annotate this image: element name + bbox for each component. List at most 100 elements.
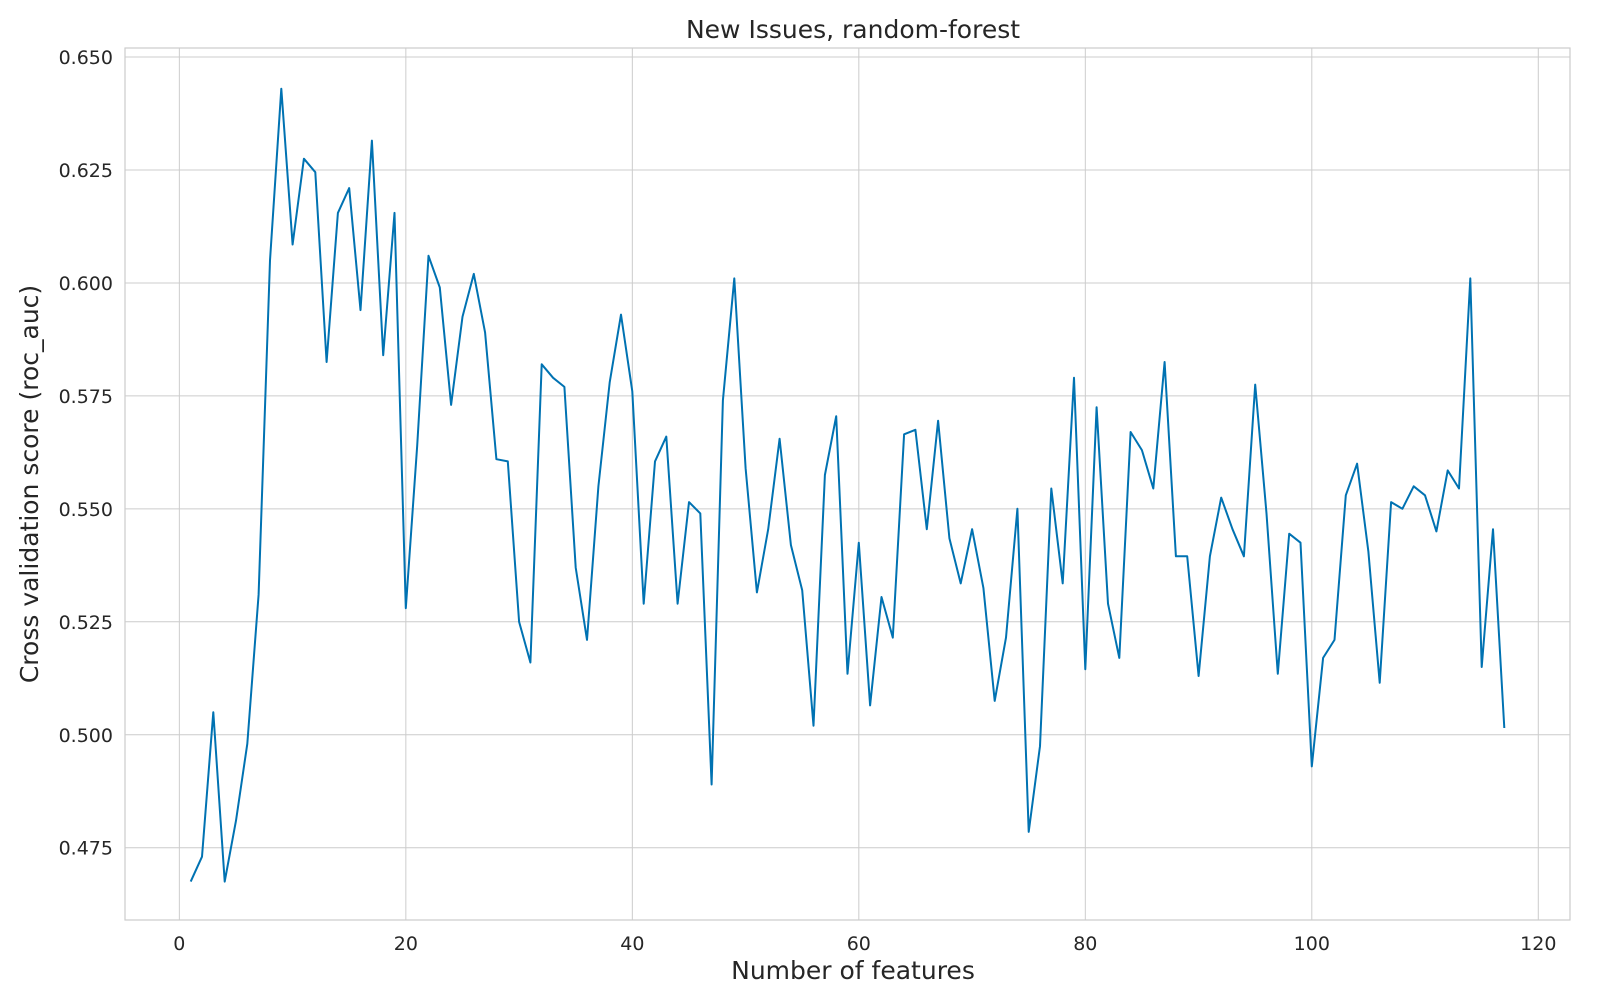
data-point: [1492, 528, 1494, 530]
data-point: [1379, 682, 1381, 684]
data-point: [258, 594, 260, 596]
data-point: [869, 704, 871, 706]
data-point: [586, 639, 588, 641]
data-point: [631, 390, 633, 392]
data-point: [280, 88, 282, 90]
x-tick-label: 80: [1073, 933, 1097, 955]
data-point: [914, 429, 916, 431]
data-point: [314, 171, 316, 173]
data-point: [767, 528, 769, 530]
data-point: [507, 460, 509, 462]
data-point: [462, 316, 464, 318]
data-point: [858, 542, 860, 544]
data-point: [1435, 530, 1437, 532]
data-point: [1198, 675, 1200, 677]
data-point: [337, 212, 339, 214]
data-point: [779, 438, 781, 440]
data-point: [1288, 533, 1290, 535]
data-point: [1424, 494, 1426, 496]
data-point: [394, 212, 396, 214]
data-point: [620, 314, 622, 316]
data-point: [745, 467, 747, 469]
data-point: [541, 363, 543, 365]
data-point: [224, 881, 226, 883]
data-point: [371, 140, 373, 142]
data-point: [733, 277, 735, 279]
data-point: [484, 332, 486, 334]
data-point: [982, 587, 984, 589]
data-point: [405, 607, 407, 609]
data-point: [292, 244, 294, 246]
data-point: [1413, 485, 1415, 487]
y-tick-label: 0.475: [59, 838, 113, 860]
data-point: [1367, 551, 1369, 553]
x-tick-label: 20: [394, 933, 418, 955]
y-axis-title: Cross validation score (roc_auc): [15, 285, 44, 683]
data-point: [643, 603, 645, 605]
data-point: [847, 673, 849, 675]
data-point: [1084, 668, 1086, 670]
series-line: [189, 87, 1506, 883]
chart-title: New Issues, random-forest: [686, 15, 1020, 44]
data-point: [1503, 727, 1505, 729]
data-point: [937, 420, 939, 422]
y-tick-label: 0.525: [59, 612, 113, 634]
data-point: [835, 415, 837, 417]
data-point: [348, 187, 350, 189]
x-tick-label: 100: [1294, 933, 1330, 955]
data-point: [1096, 406, 1098, 408]
data-point: [1016, 508, 1018, 510]
data-point: [881, 596, 883, 598]
data-point: [722, 399, 724, 401]
data-point: [1209, 555, 1211, 557]
data-point: [212, 711, 214, 713]
data-point: [1028, 831, 1030, 833]
data-point: [1050, 488, 1052, 490]
data-point: [190, 881, 192, 883]
x-axis-title: Number of features: [731, 956, 975, 985]
data-point: [677, 603, 679, 605]
data-point: [1107, 603, 1109, 605]
y-tick-label: 0.650: [59, 47, 113, 69]
data-point: [518, 621, 520, 623]
x-tick-label: 0: [173, 933, 185, 955]
data-point: [688, 501, 690, 503]
data-point: [269, 259, 271, 261]
data-point: [201, 856, 203, 858]
y-tick-label: 0.625: [59, 160, 113, 182]
data-point: [473, 273, 475, 275]
gridlines: [125, 48, 1570, 920]
y-tick-label: 0.575: [59, 386, 113, 408]
data-point: [926, 528, 928, 530]
data-point: [1345, 494, 1347, 496]
data-point: [665, 436, 667, 438]
data-point: [428, 255, 430, 257]
data-point: [1005, 637, 1007, 639]
data-point: [1186, 555, 1188, 557]
data-point: [1220, 497, 1222, 499]
data-point: [1300, 542, 1302, 544]
data-point: [303, 158, 305, 160]
data-point: [1447, 469, 1449, 471]
data-point: [609, 381, 611, 383]
data-point: [439, 287, 441, 289]
data-point: [1469, 277, 1471, 279]
x-tick-label: 40: [620, 933, 644, 955]
data-point: [1039, 745, 1041, 747]
data-point: [1266, 512, 1268, 514]
data-point: [654, 460, 656, 462]
data-point: [1130, 431, 1132, 433]
data-point: [416, 445, 418, 447]
data-point: [699, 512, 701, 514]
data-point: [801, 589, 803, 591]
data-point: [903, 433, 905, 435]
plot-frame: [124, 47, 1571, 921]
data-point: [892, 637, 894, 639]
data-point: [1277, 673, 1279, 675]
data-point: [711, 784, 713, 786]
data-point: [1152, 488, 1154, 490]
x-tick-label: 60: [847, 933, 871, 955]
data-point: [597, 485, 599, 487]
data-point: [1141, 449, 1143, 451]
